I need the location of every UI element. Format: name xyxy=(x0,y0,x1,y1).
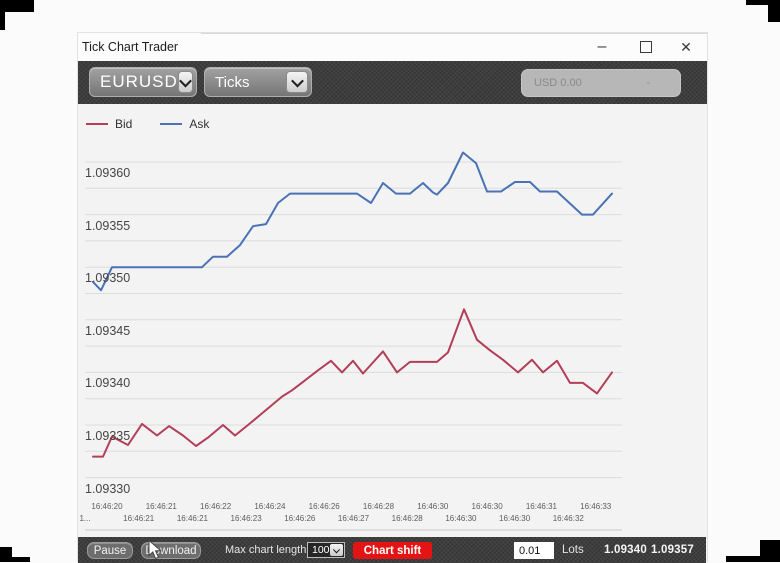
minimize-button[interactable]: – xyxy=(594,38,610,55)
top-toolbar: EURUSD Ticks USD 0.00 - xyxy=(78,61,707,104)
frame-corner-tl xyxy=(0,0,34,12)
symbol-select[interactable]: EURUSD xyxy=(89,67,197,97)
app-window: Tick Chart Trader – ✕ EURUSD Ticks USD 0… xyxy=(77,32,708,563)
bottom-toolbar: Pause Download Max chart length: 100 Cha… xyxy=(78,537,706,563)
ask-price: 1.09357 xyxy=(651,544,694,556)
window-title: Tick Chart Trader xyxy=(82,40,179,54)
chart-type-select-value: Ticks xyxy=(215,73,250,91)
mouse-cursor xyxy=(148,540,163,560)
bid-price: 1.09340 xyxy=(604,544,647,556)
titlebar: Tick Chart Trader – ✕ xyxy=(78,33,707,61)
frame-corner-tl-edge xyxy=(0,0,5,30)
account-info-box[interactable]: USD 0.00 - xyxy=(521,69,681,97)
account-value: USD 0.00 xyxy=(534,77,582,89)
chart-shift-button[interactable]: Chart shift xyxy=(353,542,432,559)
frame-corner-br-edge xyxy=(726,556,780,562)
frame-corner-tr-edge xyxy=(746,0,780,5)
close-button[interactable]: ✕ xyxy=(678,39,694,55)
lots-input[interactable] xyxy=(514,542,554,559)
maximize-icon xyxy=(640,41,652,53)
maximize-button[interactable] xyxy=(638,39,654,55)
legend-item-ask: Ask xyxy=(160,117,209,131)
chevron-down-icon xyxy=(177,71,193,93)
max-chart-length-select[interactable]: 100 xyxy=(307,542,345,558)
bid-line-swatch xyxy=(86,122,108,126)
ask-line-swatch xyxy=(160,122,183,126)
chart-legend: Bid Ask xyxy=(86,117,227,131)
max-chart-length-value: 100 xyxy=(312,544,330,556)
legend-item-bid: Bid xyxy=(86,117,132,131)
max-chart-length-label: Max chart length: xyxy=(225,544,310,556)
lots-label: Lots xyxy=(562,544,584,556)
close-icon: ✕ xyxy=(680,38,692,55)
chevron-down-icon xyxy=(330,544,343,556)
minimize-icon: – xyxy=(597,38,607,55)
account-extra: - xyxy=(646,77,650,89)
window-top-edge xyxy=(201,33,707,34)
legend-label-bid: Bid xyxy=(115,117,133,131)
symbol-select-value: EURUSD xyxy=(100,72,178,91)
legend-label-ask: Ask xyxy=(189,117,210,131)
pause-button[interactable]: Pause xyxy=(87,542,133,559)
chevron-down-icon xyxy=(286,71,308,93)
frame-corner-bl-edge xyxy=(0,557,30,562)
chart-type-select[interactable]: Ticks xyxy=(204,67,312,97)
frame-corner-tr xyxy=(768,0,780,22)
